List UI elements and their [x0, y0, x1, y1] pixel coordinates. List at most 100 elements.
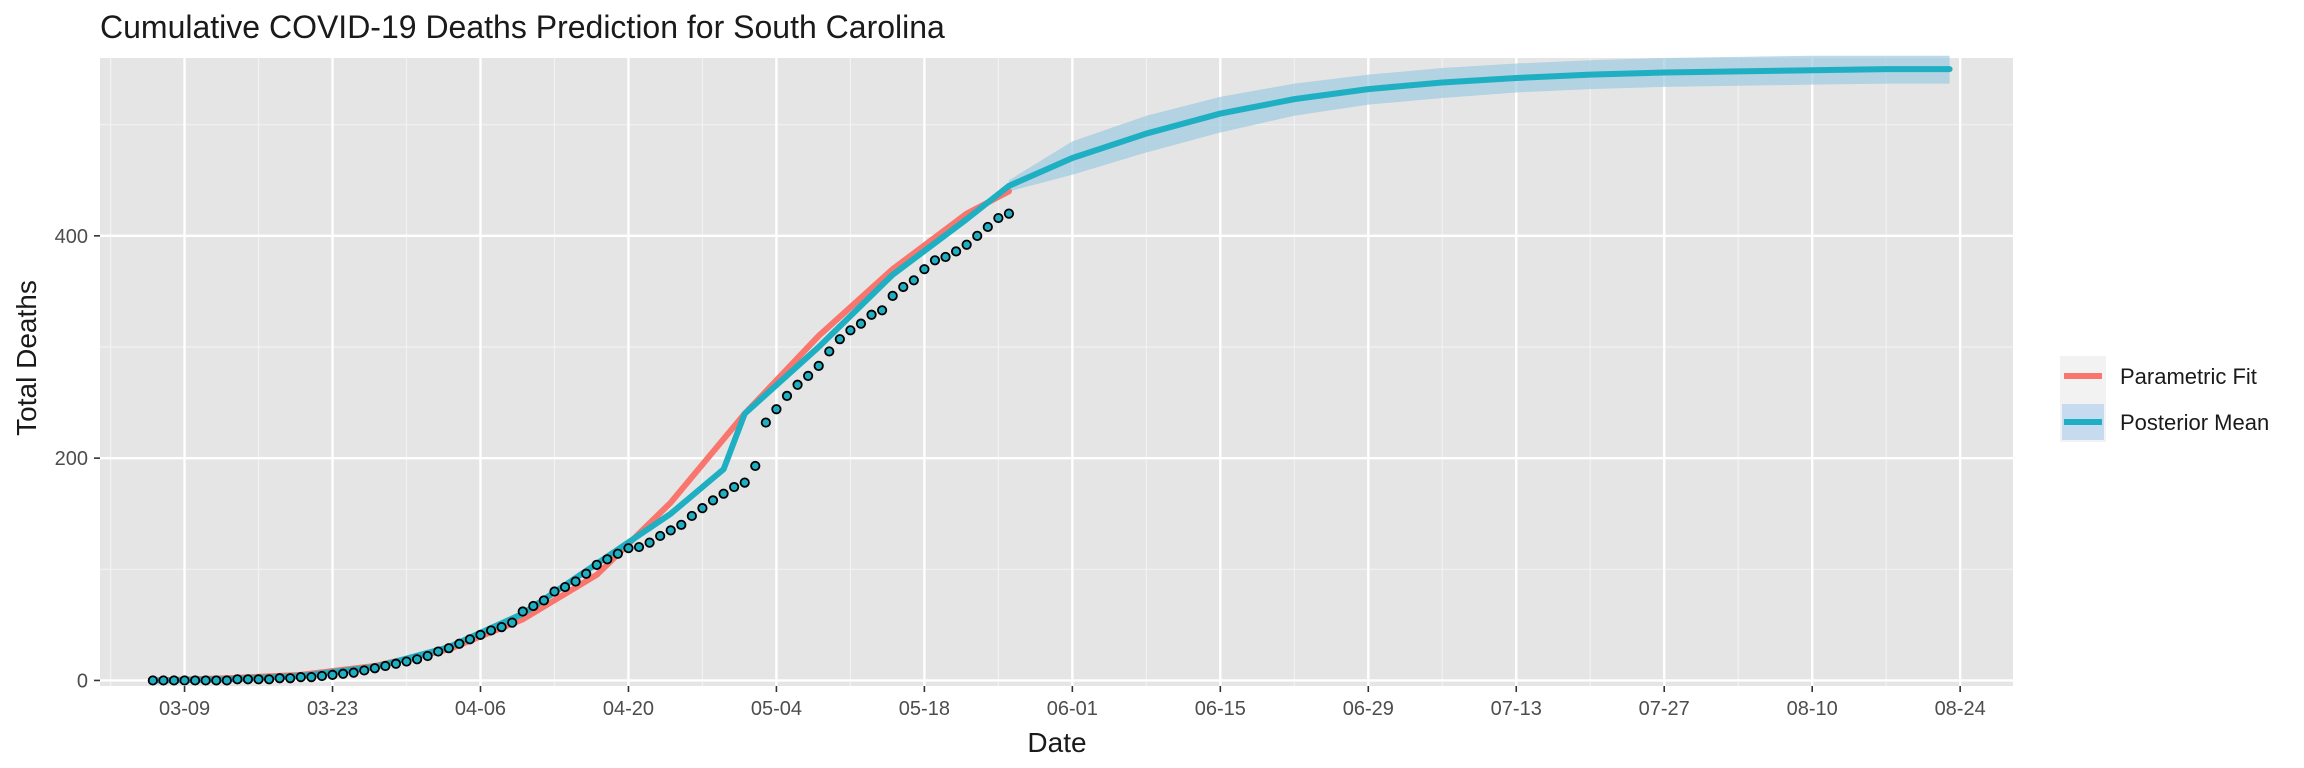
y-tick-label: 400 — [55, 226, 88, 248]
observed-point — [581, 568, 592, 579]
y-tick-label: 0 — [77, 670, 88, 692]
observed-point — [750, 460, 761, 472]
observed-point — [877, 305, 888, 316]
observed-point — [929, 255, 941, 266]
observed-point — [803, 370, 814, 381]
observed-point — [390, 658, 402, 669]
observed-point — [655, 530, 666, 542]
y-tick-label: 200 — [55, 448, 88, 470]
observed-point — [834, 334, 845, 345]
x-tick-label: 07-13 — [1491, 698, 1542, 720]
observed-point — [908, 275, 919, 286]
observed-point — [433, 646, 444, 657]
legend: Parametric Fit Posterior Mean — [2060, 356, 2269, 442]
observed-point — [327, 669, 338, 680]
observed-point — [633, 541, 645, 553]
observed-point — [401, 656, 412, 667]
observed-point — [443, 643, 454, 654]
observed-point — [961, 239, 972, 250]
observed-point — [665, 525, 676, 536]
observed-point — [232, 674, 243, 685]
observed-point — [221, 675, 232, 686]
observed-point — [950, 246, 962, 257]
observed-point — [855, 318, 867, 329]
observed-point — [781, 390, 793, 401]
observed-points — [147, 208, 1015, 686]
observed-point — [760, 417, 771, 428]
observed-point — [475, 629, 486, 640]
observed-point — [264, 674, 275, 685]
x-tick-label: 04-06 — [455, 698, 506, 720]
legend-label: Parametric Fit — [2120, 364, 2257, 389]
observed-point — [158, 675, 169, 686]
y-axis-title: Total Deaths — [11, 280, 42, 436]
observed-point — [686, 510, 697, 522]
observed-point — [771, 404, 782, 415]
observed-point — [168, 675, 180, 686]
observed-point — [707, 495, 719, 506]
x-axis-title: Date — [1027, 727, 1086, 758]
x-tick-label: 06-01 — [1047, 698, 1098, 720]
observed-point — [972, 230, 983, 241]
observed-point — [496, 621, 507, 633]
observed-point — [337, 668, 349, 679]
observed-point — [485, 625, 497, 636]
observed-point — [285, 673, 296, 684]
observed-point — [549, 586, 560, 597]
observed-point — [274, 673, 285, 684]
x-tick-label: 08-24 — [1935, 698, 1986, 720]
observed-point — [866, 309, 877, 320]
observed-point — [887, 290, 898, 301]
observed-point — [697, 503, 708, 514]
x-tick-label: 05-04 — [751, 698, 802, 720]
observed-point — [538, 595, 550, 606]
observed-point — [845, 325, 856, 336]
observed-point — [623, 543, 634, 554]
observed-point — [676, 519, 687, 530]
observed-point — [147, 675, 158, 686]
observed-point — [559, 581, 571, 593]
observed-point — [359, 665, 370, 676]
observed-point — [507, 617, 518, 628]
observed-point — [517, 606, 528, 617]
observed-point — [813, 360, 824, 371]
x-tick-label: 06-15 — [1195, 698, 1246, 720]
observed-point — [528, 600, 539, 612]
x-tick-label: 03-23 — [307, 698, 358, 720]
observed-point — [454, 638, 465, 649]
observed-point — [718, 488, 729, 499]
x-axis: 03-09 03-23 04-06 04-20 05-04 05-18 06-01 06-15… — [159, 686, 1986, 720]
observed-point — [306, 672, 317, 683]
observed-point — [612, 548, 623, 559]
x-tick-label: 04-20 — [603, 698, 654, 720]
observed-point — [570, 576, 581, 587]
observed-point — [824, 346, 835, 357]
observed-point — [591, 559, 602, 570]
observed-point — [253, 674, 264, 685]
y-axis: 0 200 400 — [55, 226, 100, 692]
observed-point — [644, 537, 655, 548]
x-tick-label: 08-10 — [1787, 698, 1838, 720]
observed-point — [316, 670, 328, 682]
observed-point — [940, 251, 951, 263]
x-tick-label: 05-18 — [899, 698, 950, 720]
x-tick-label: 06-29 — [1343, 698, 1394, 720]
observed-point — [898, 281, 909, 293]
observed-point — [200, 675, 211, 686]
observed-point — [190, 675, 201, 686]
legend-label: Posterior Mean — [2120, 410, 2269, 435]
observed-point — [348, 667, 359, 678]
observed-point — [464, 634, 476, 645]
observed-point — [739, 477, 750, 488]
chart-title: Cumulative COVID-19 Deaths Prediction fo… — [100, 9, 945, 45]
observed-point — [380, 660, 391, 672]
observed-point — [211, 675, 222, 686]
grid-minor — [100, 58, 2013, 686]
observed-point — [179, 675, 190, 686]
grid-major — [100, 58, 2013, 686]
x-tick-label: 07-27 — [1639, 698, 1690, 720]
observed-point — [242, 674, 254, 685]
observed-point — [295, 672, 306, 683]
